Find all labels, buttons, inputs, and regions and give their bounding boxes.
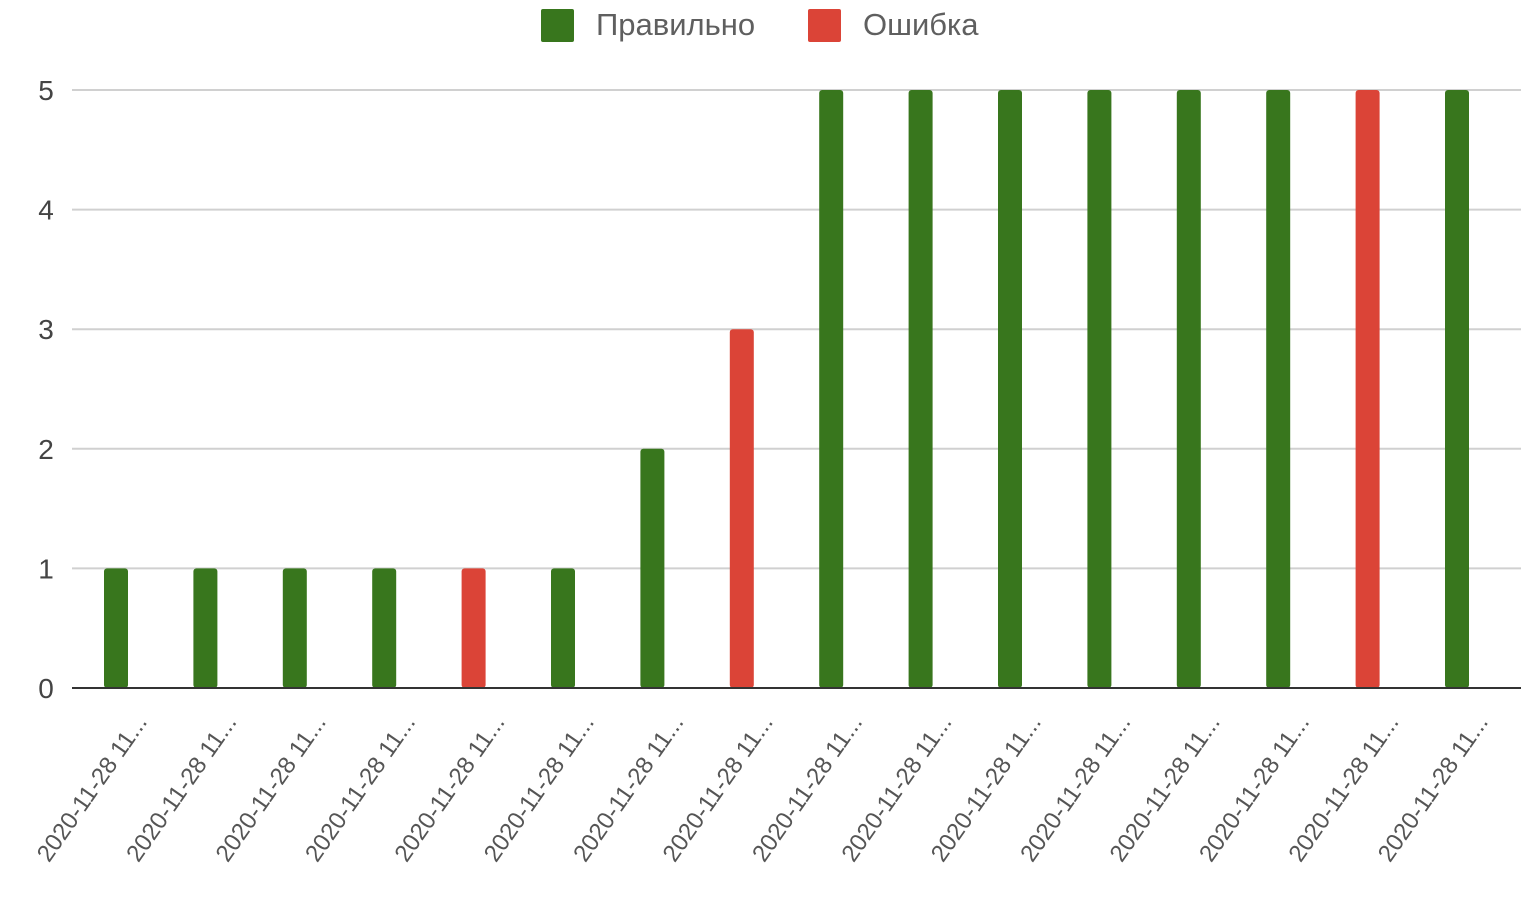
bar-correct	[819, 90, 844, 688]
bar-error	[729, 329, 754, 688]
bar-correct	[551, 568, 575, 688]
bar-correct	[1266, 90, 1291, 688]
gridlines	[72, 89, 1521, 570]
bar-error	[461, 568, 486, 688]
y-tick-label: 0	[38, 673, 54, 704]
y-tick-label: 4	[38, 195, 54, 226]
legend-swatch-error	[808, 9, 841, 42]
bar-correct	[640, 448, 665, 688]
bars	[104, 90, 1469, 688]
y-axis-ticks: 0 1 2 3 4 5	[38, 75, 54, 704]
legend-label-correct: Правильно	[596, 7, 755, 42]
y-tick-label: 2	[38, 434, 54, 465]
legend-swatch-correct	[541, 9, 574, 42]
bar-correct	[1445, 90, 1469, 688]
bar-correct	[1176, 90, 1201, 688]
legend-label-error: Ошибка	[863, 7, 979, 42]
bar-error	[1355, 90, 1380, 688]
x-axis-ticks: 2020-11-28 11...2020-11-28 11...2020-11-…	[32, 710, 1494, 867]
legend: Правильно Ошибка	[541, 7, 979, 42]
y-tick-label: 5	[38, 75, 54, 106]
bar-correct	[372, 568, 397, 688]
bar-correct	[908, 90, 933, 688]
y-tick-label: 3	[38, 314, 54, 345]
bar-correct	[282, 568, 307, 688]
bar-correct	[998, 90, 1022, 688]
bar-correct	[193, 568, 218, 688]
bar-correct	[1087, 90, 1112, 688]
bar-correct	[104, 568, 128, 688]
y-tick-label: 1	[38, 553, 54, 584]
